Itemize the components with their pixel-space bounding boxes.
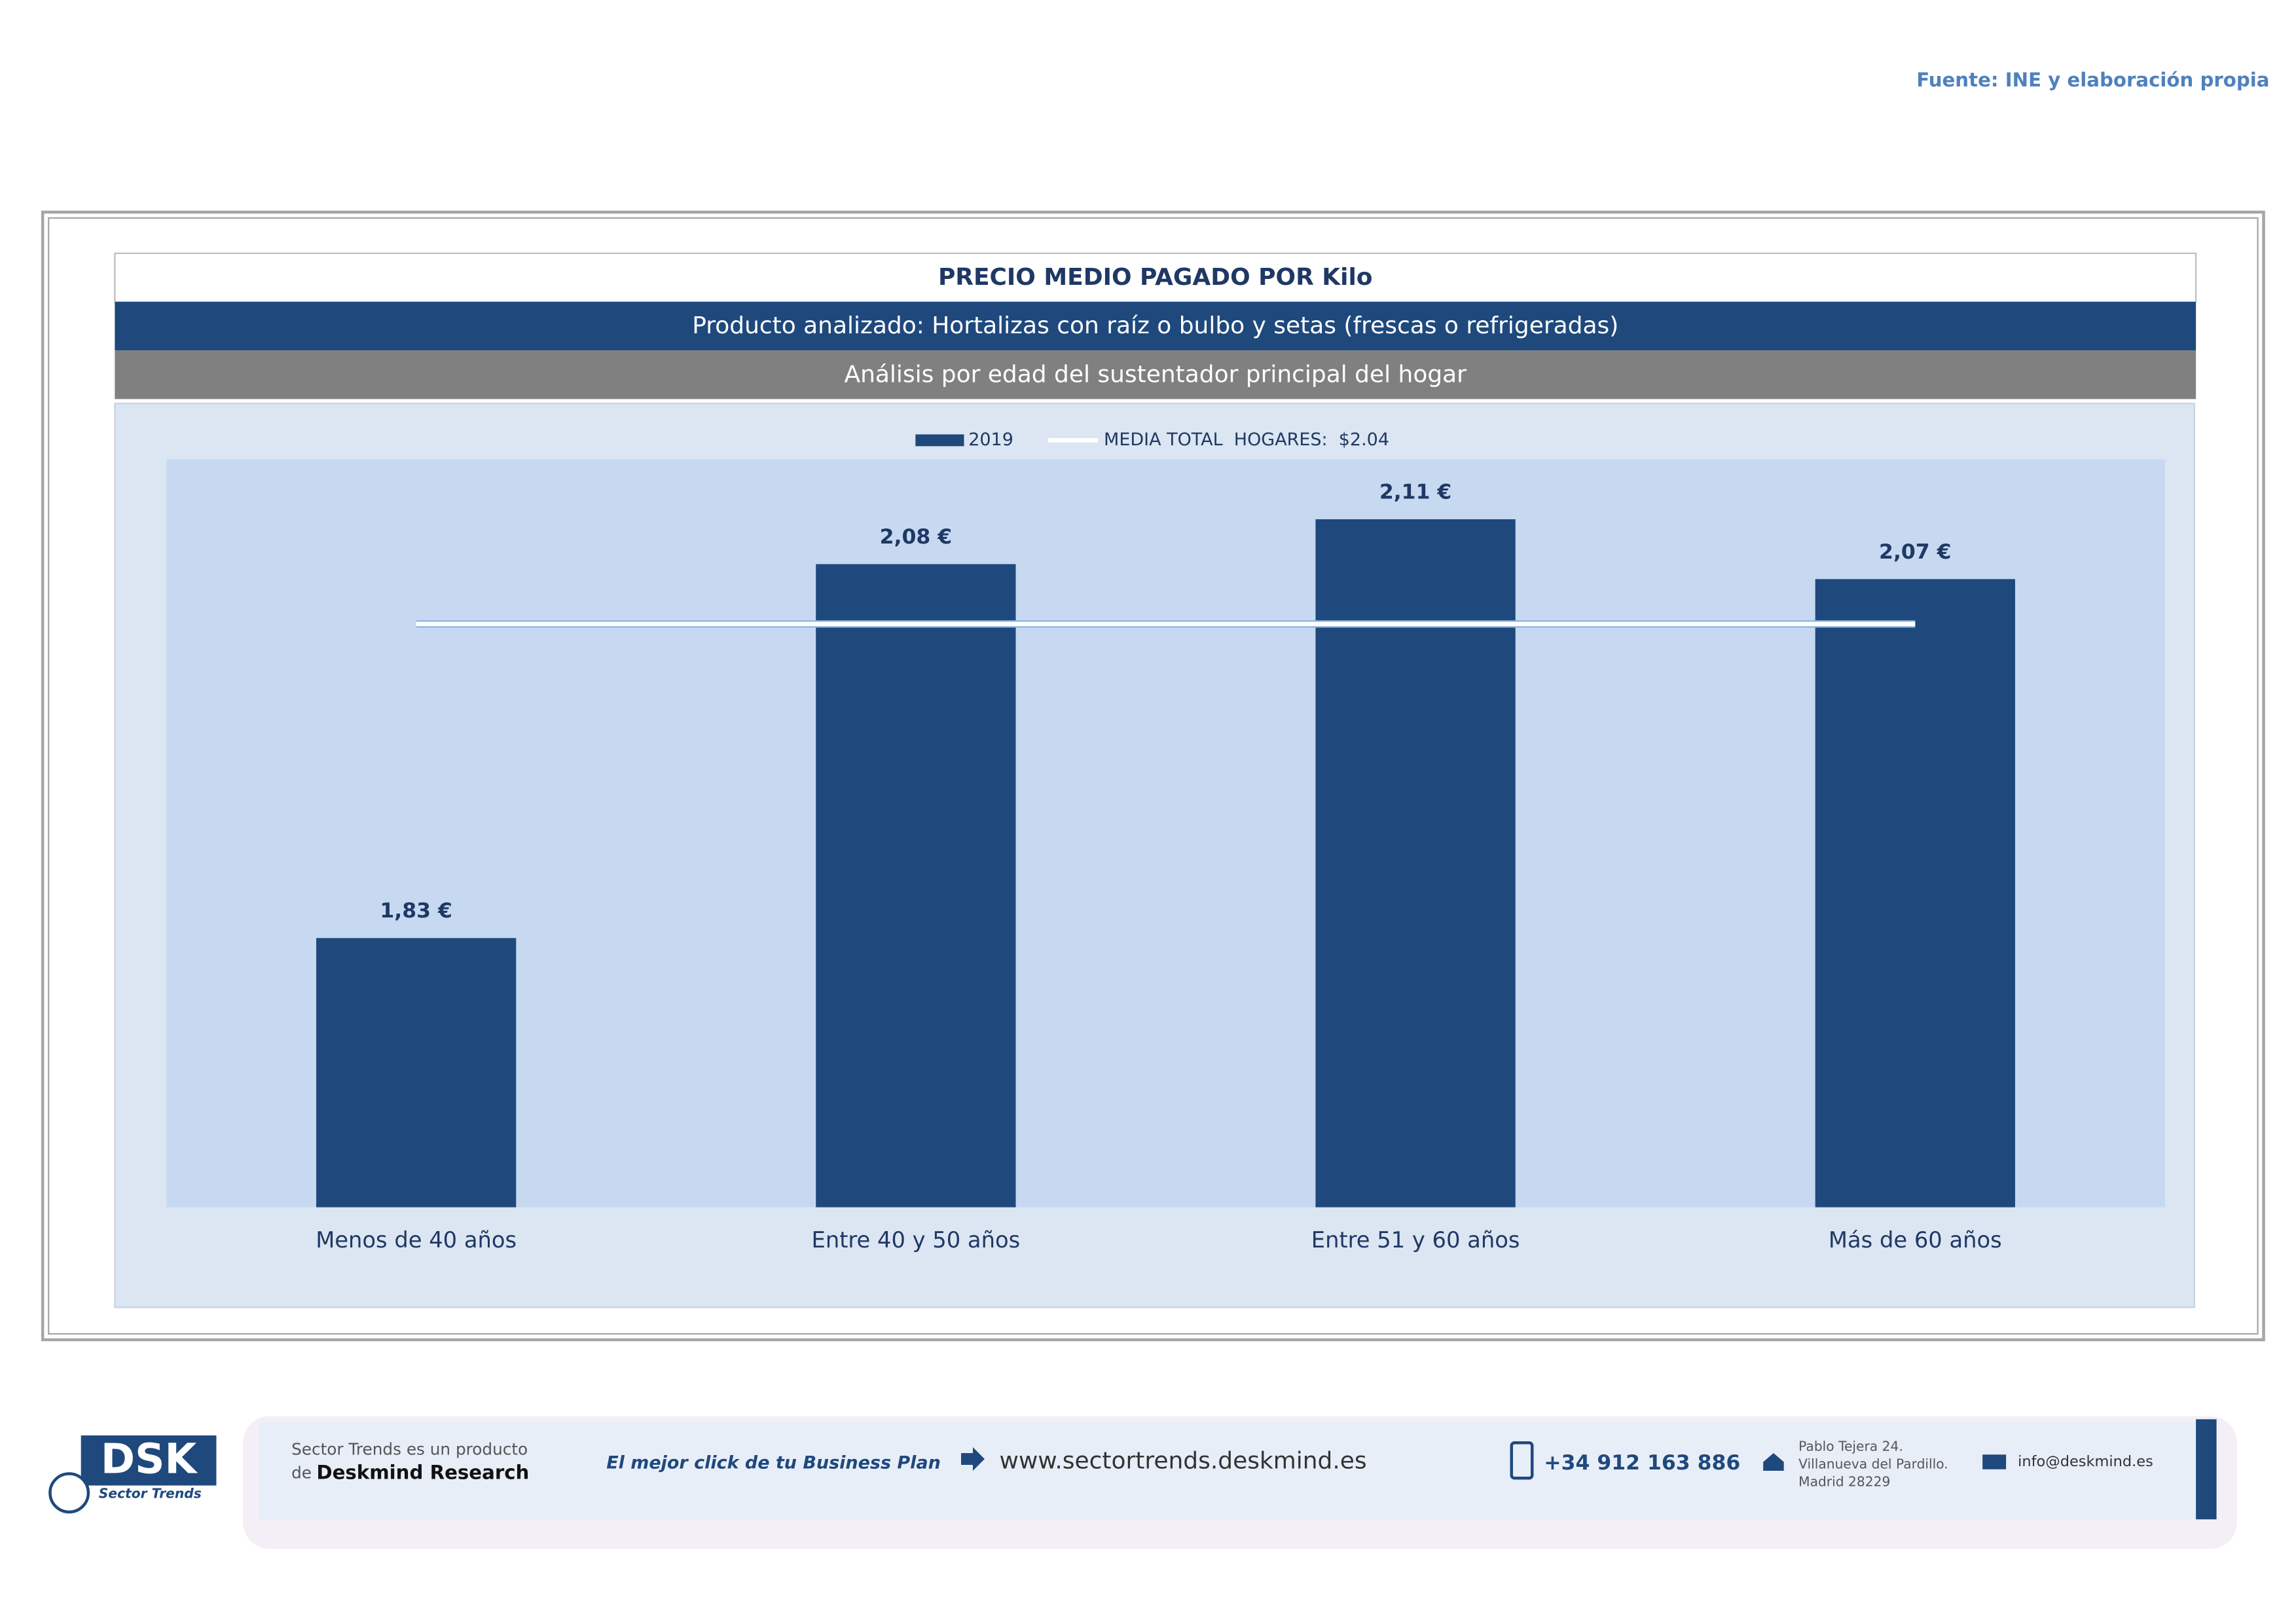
footer-line1: Sector Trends es un producto [291,1440,528,1459]
product-bar [115,302,2196,351]
title-box [114,252,2197,303]
product-text: Producto analizado: Hortalizas con raíz … [692,312,1618,339]
address-1: Pablo Tejera 24. [1798,1439,1903,1454]
mail-icon [1982,1454,2007,1469]
phone-icon [1510,1441,1534,1480]
footer-line2b: Deskmind Research [316,1462,529,1484]
web-icon [960,1447,985,1471]
legend-label: 2019 [968,430,1013,450]
x-tick-label: Menos de 40 años [316,1227,517,1253]
bar [316,938,517,1208]
value-label: 2,07 € [1879,540,1952,564]
home-icon [1763,1453,1784,1471]
bar [1315,519,1516,1208]
address-3: Madrid 28229 [1798,1473,1890,1489]
bar [816,564,1016,1208]
email[interactable]: info@deskmind.es [2018,1453,2153,1470]
value-label: 1,83 € [380,899,452,923]
logo-box [81,1435,217,1486]
footer: DSK Sector Trends Sector Trends es un pr… [48,1416,2238,1549]
slogan: El mejor click de tu Business Plan [606,1452,941,1473]
analysis-text: Análisis por edad del sustentador princi… [844,361,1467,388]
chart-title: PRECIO MEDIO PAGADO POR Kilo [938,264,1373,291]
outer-frame [41,210,2265,1342]
x-tick-label: Entre 40 y 50 años [812,1227,1021,1253]
logo-sub: Sector Trends [99,1485,202,1501]
value-label: 2,08 € [880,525,953,549]
footer-band [259,1422,2196,1520]
legend-swatch [915,434,964,447]
source: Fuente: INE y elaboración propia [1916,69,2269,91]
logo-icon [48,1472,90,1514]
address-2: Villanueva del Pardillo. [1798,1456,1948,1472]
logo: DSK [101,1435,198,1483]
inner-frame [48,217,2259,1335]
footer-tab [2196,1419,2217,1520]
footer-line2a: de [291,1464,312,1483]
marks: Menos de 40 años Entre 40 y 50 años Entre … [316,430,2015,1253]
bar [1815,579,2015,1208]
legend-label: MEDIA TOTAL HOGARES: $2.04 [1104,430,1389,450]
x-tick-label: Más de 60 años [1829,1227,2002,1253]
value-label: 2,11 € [1379,480,1452,504]
x-tick-label: Entre 51 y 60 años [1311,1227,1520,1253]
phone: +34 912 163 886 [1544,1451,1740,1475]
analysis-bar [115,350,2196,399]
web[interactable]: www.sectortrends.deskmind.es [999,1448,1366,1475]
